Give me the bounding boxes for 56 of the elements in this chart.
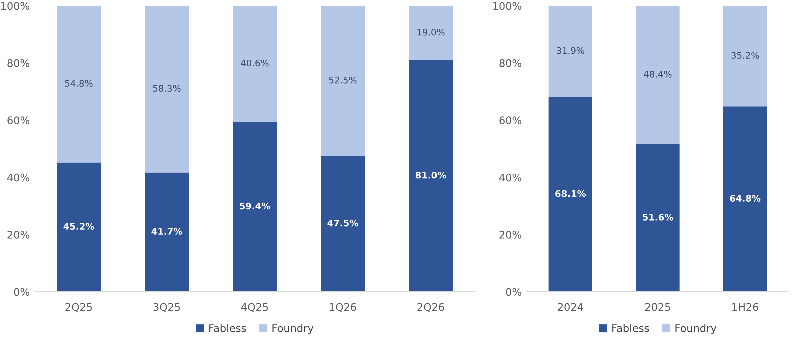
data-label: 54.8% [65,80,93,87]
data-label: 31.9% [557,47,585,54]
y-tick-label: 40% [499,174,522,182]
bar [409,6,453,60]
data-label: 64.8% [730,195,761,202]
legend-label: Fabless [612,324,650,332]
bar [548,97,592,292]
y-tick-label: 0% [506,288,522,296]
y-tick-label: 60% [8,116,30,125]
data-label: 41.7% [152,228,182,235]
bar [233,6,277,122]
x-tick-label: 2Q26 [418,303,444,312]
y-tick-label: 0% [14,288,30,296]
y-tick-label: 20% [500,231,522,239]
data-label: 45.2% [64,223,94,230]
x-tick-label: 2Q25 [66,303,92,312]
data-label: 40.6% [241,60,269,67]
bar [57,162,101,292]
bar [724,106,768,292]
y-tick-label: 20% [8,231,30,239]
data-label: 35.2% [732,52,760,59]
bar [636,6,680,144]
bar [321,6,365,156]
data-label: 58.3% [153,85,181,92]
x-tick-label: 4Q25 [241,303,268,312]
y-tick-label: 40% [7,174,30,182]
x-tick-label: 2024 [558,303,584,312]
x-tick-label: 1Q26 [330,303,356,312]
data-label: 51.6% [643,214,674,221]
y-tick-label: 100% [2,2,30,10]
data-label: 68.1% [556,190,586,198]
bar [145,172,189,292]
data-label: 81.0% [416,172,446,179]
y-tick-label: 100% [494,2,522,10]
bar [409,60,453,292]
data-label: 19.0% [418,28,445,36]
y-tick-label: 60% [500,116,522,125]
bar [636,144,680,292]
bar [233,122,277,292]
legend-label: Foundry [676,324,717,334]
x-tick-label: 3Q25 [154,303,180,312]
x-tick-label: 2025 [646,303,670,312]
bar [724,6,768,107]
legend-label: Foundry [272,324,314,334]
bar [57,6,101,163]
y-tick-label: 80% [500,59,522,68]
y-tick-label: 80% [8,59,30,68]
data-label: 48.4% [644,71,672,78]
bar [321,156,365,292]
x-tick-label: 1H26 [732,303,759,312]
data-label: 47.5% [328,220,358,227]
legend-label: Fabless [210,324,246,332]
bar [145,6,189,173]
bar [548,6,592,98]
data-label: 59.4% [240,202,270,210]
data-label: 52.5% [329,76,357,84]
